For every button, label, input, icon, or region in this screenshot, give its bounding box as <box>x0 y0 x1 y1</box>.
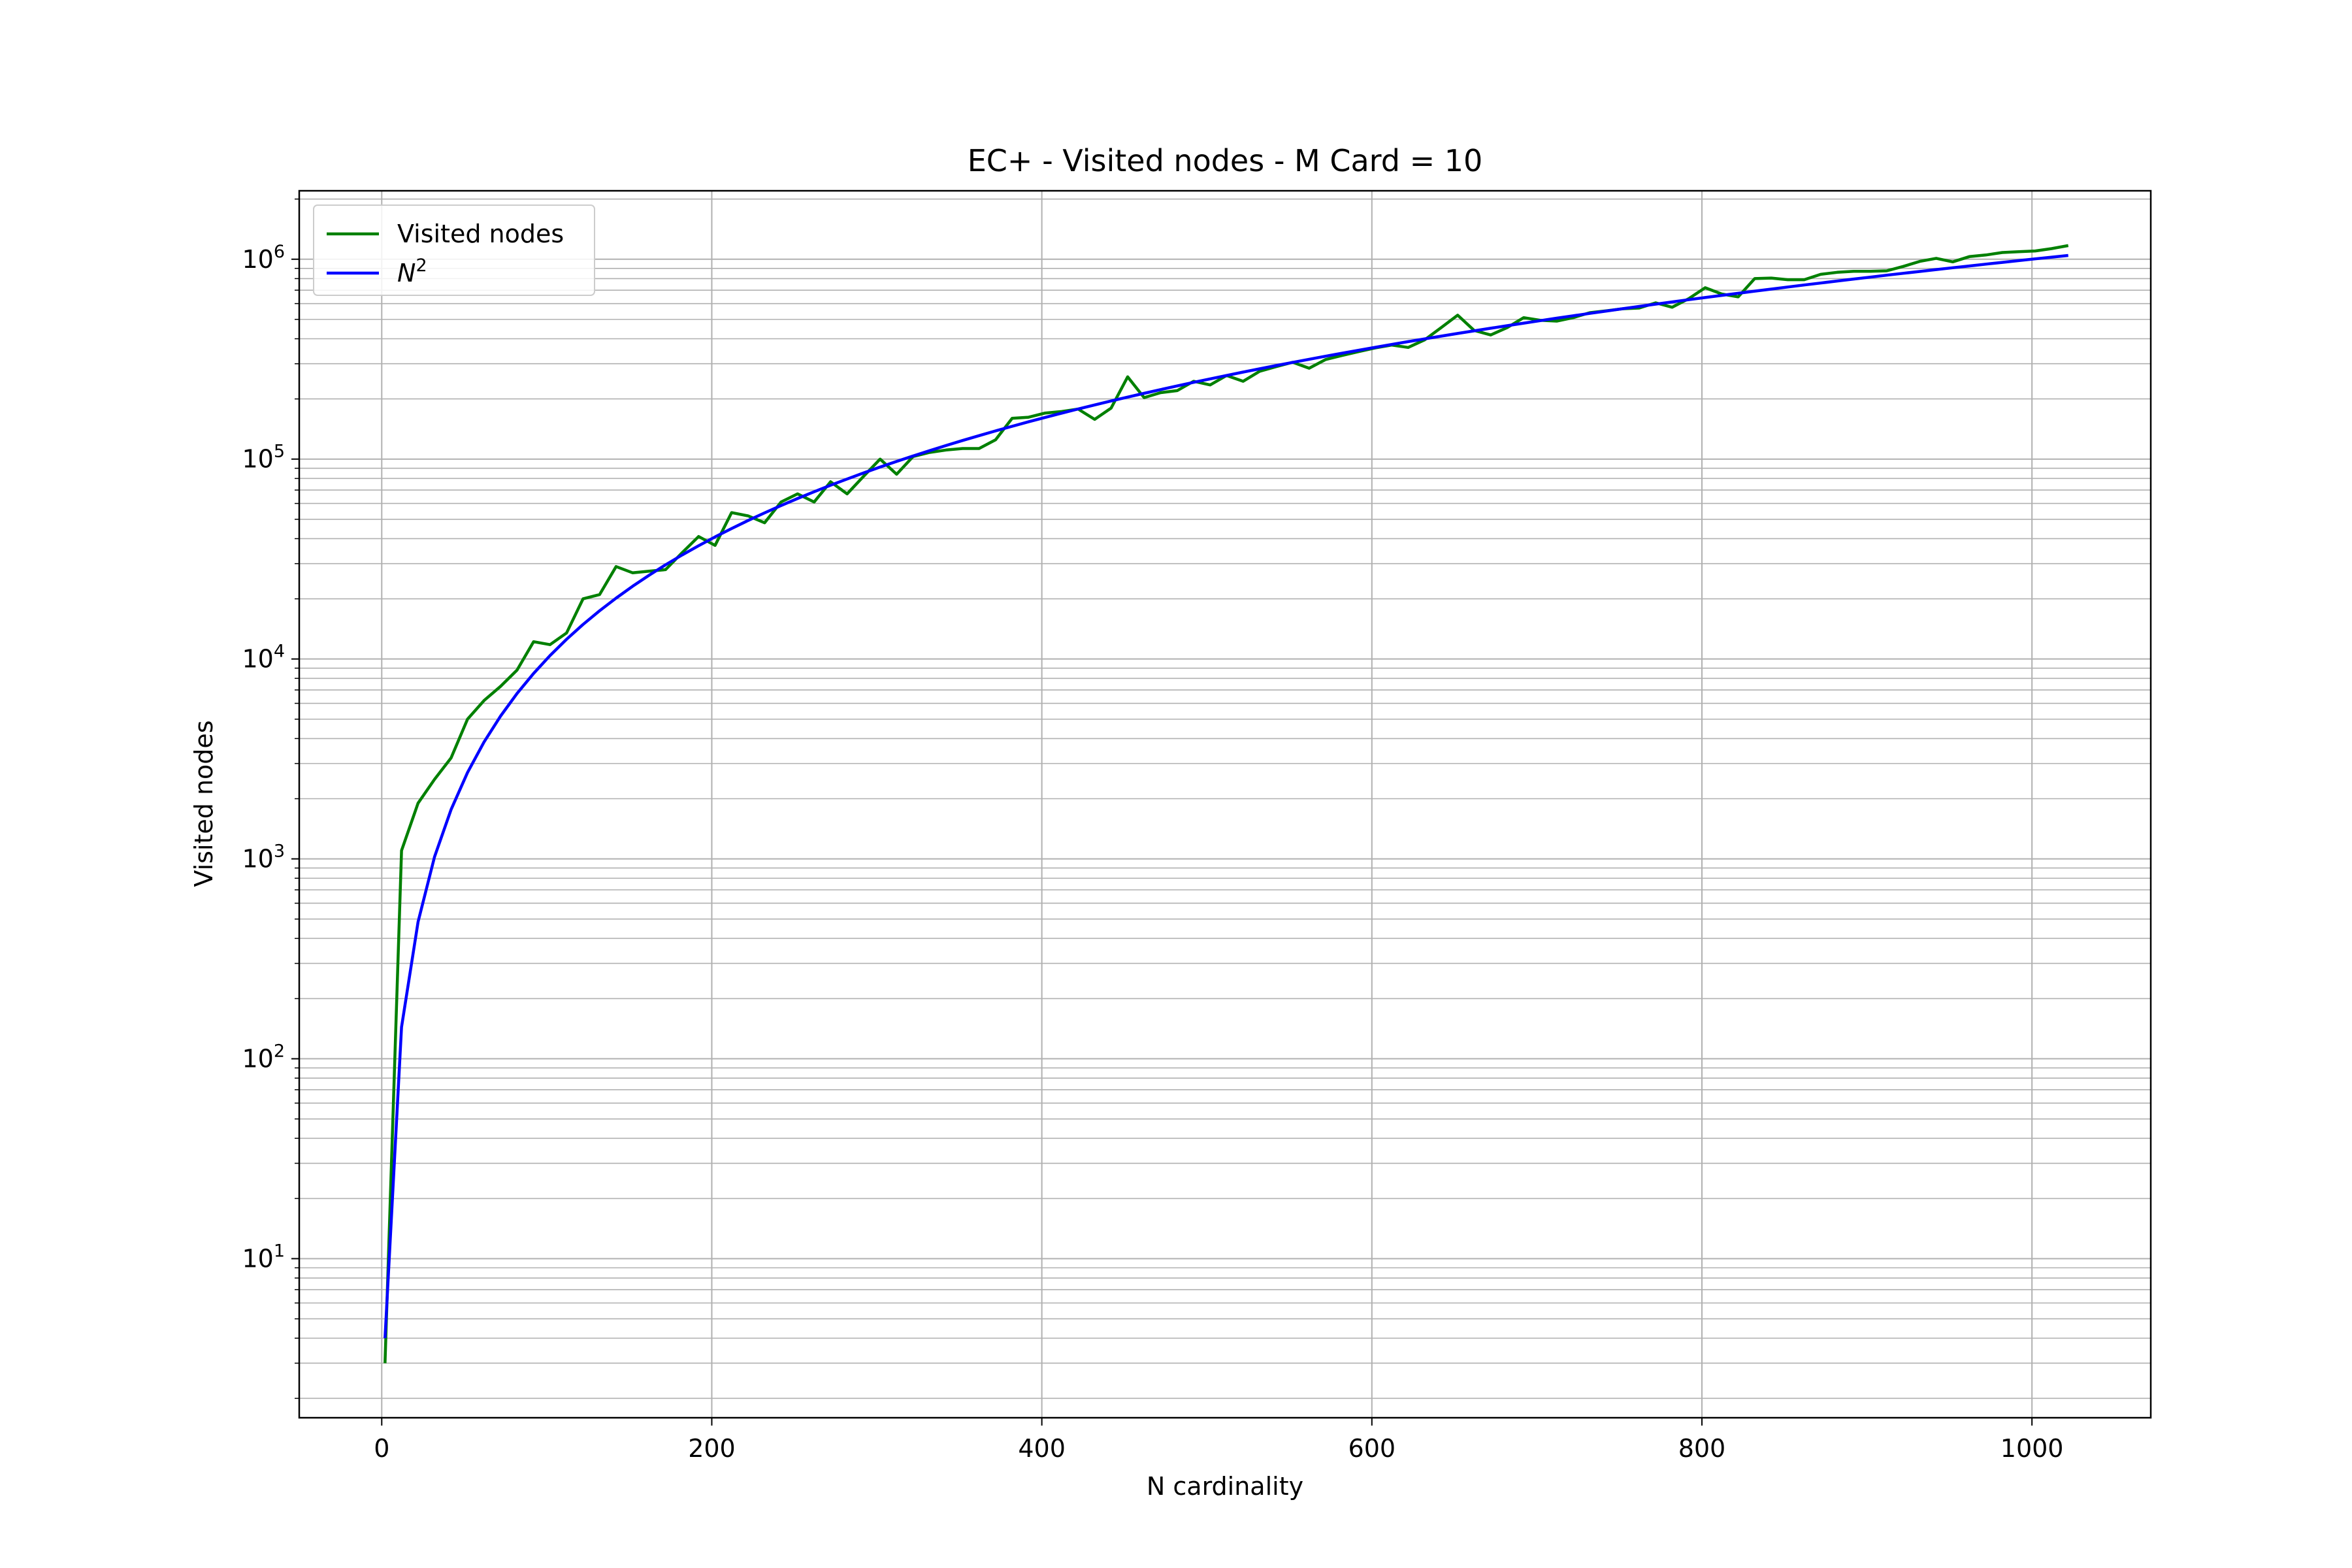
y-tick-label: 106 <box>242 242 285 274</box>
plot-area <box>298 189 2152 1419</box>
y-tick-label: 101 <box>242 1241 285 1273</box>
series-line-n-squared <box>384 253 2068 1339</box>
legend-label: N2 <box>397 255 427 287</box>
y-tick-label: 105 <box>242 442 285 474</box>
y-axis: 101 102 103 104 105 106 <box>242 198 299 1399</box>
legend-label: Visited nodes <box>397 220 564 248</box>
legend-box <box>313 204 595 296</box>
x-tick-label: 1000 <box>2001 1434 2064 1463</box>
series-lines <box>384 244 2069 1364</box>
x-axis-label: N cardinality <box>1147 1472 1303 1501</box>
chart-title: EC+ - Visited nodes - M Card = 10 <box>968 143 1483 178</box>
x-tick-label: 800 <box>1678 1434 1726 1463</box>
x-tick-label: 200 <box>688 1434 736 1463</box>
y-tick-label: 104 <box>242 642 285 674</box>
x-tick-label: 400 <box>1018 1434 1066 1463</box>
x-tick-label: 0 <box>374 1434 389 1463</box>
x-tick-label: 600 <box>1348 1434 1396 1463</box>
x-axis: 0 200 400 600 800 1000 <box>374 1418 2063 1463</box>
axes-frame <box>298 189 2152 1419</box>
legend: Visited nodes N2 <box>313 204 595 296</box>
grid-lines <box>299 191 2151 1418</box>
y-tick-label: 102 <box>242 1041 285 1073</box>
y-tick-label: 103 <box>242 841 285 874</box>
y-axis-label: Visited nodes <box>189 720 218 887</box>
